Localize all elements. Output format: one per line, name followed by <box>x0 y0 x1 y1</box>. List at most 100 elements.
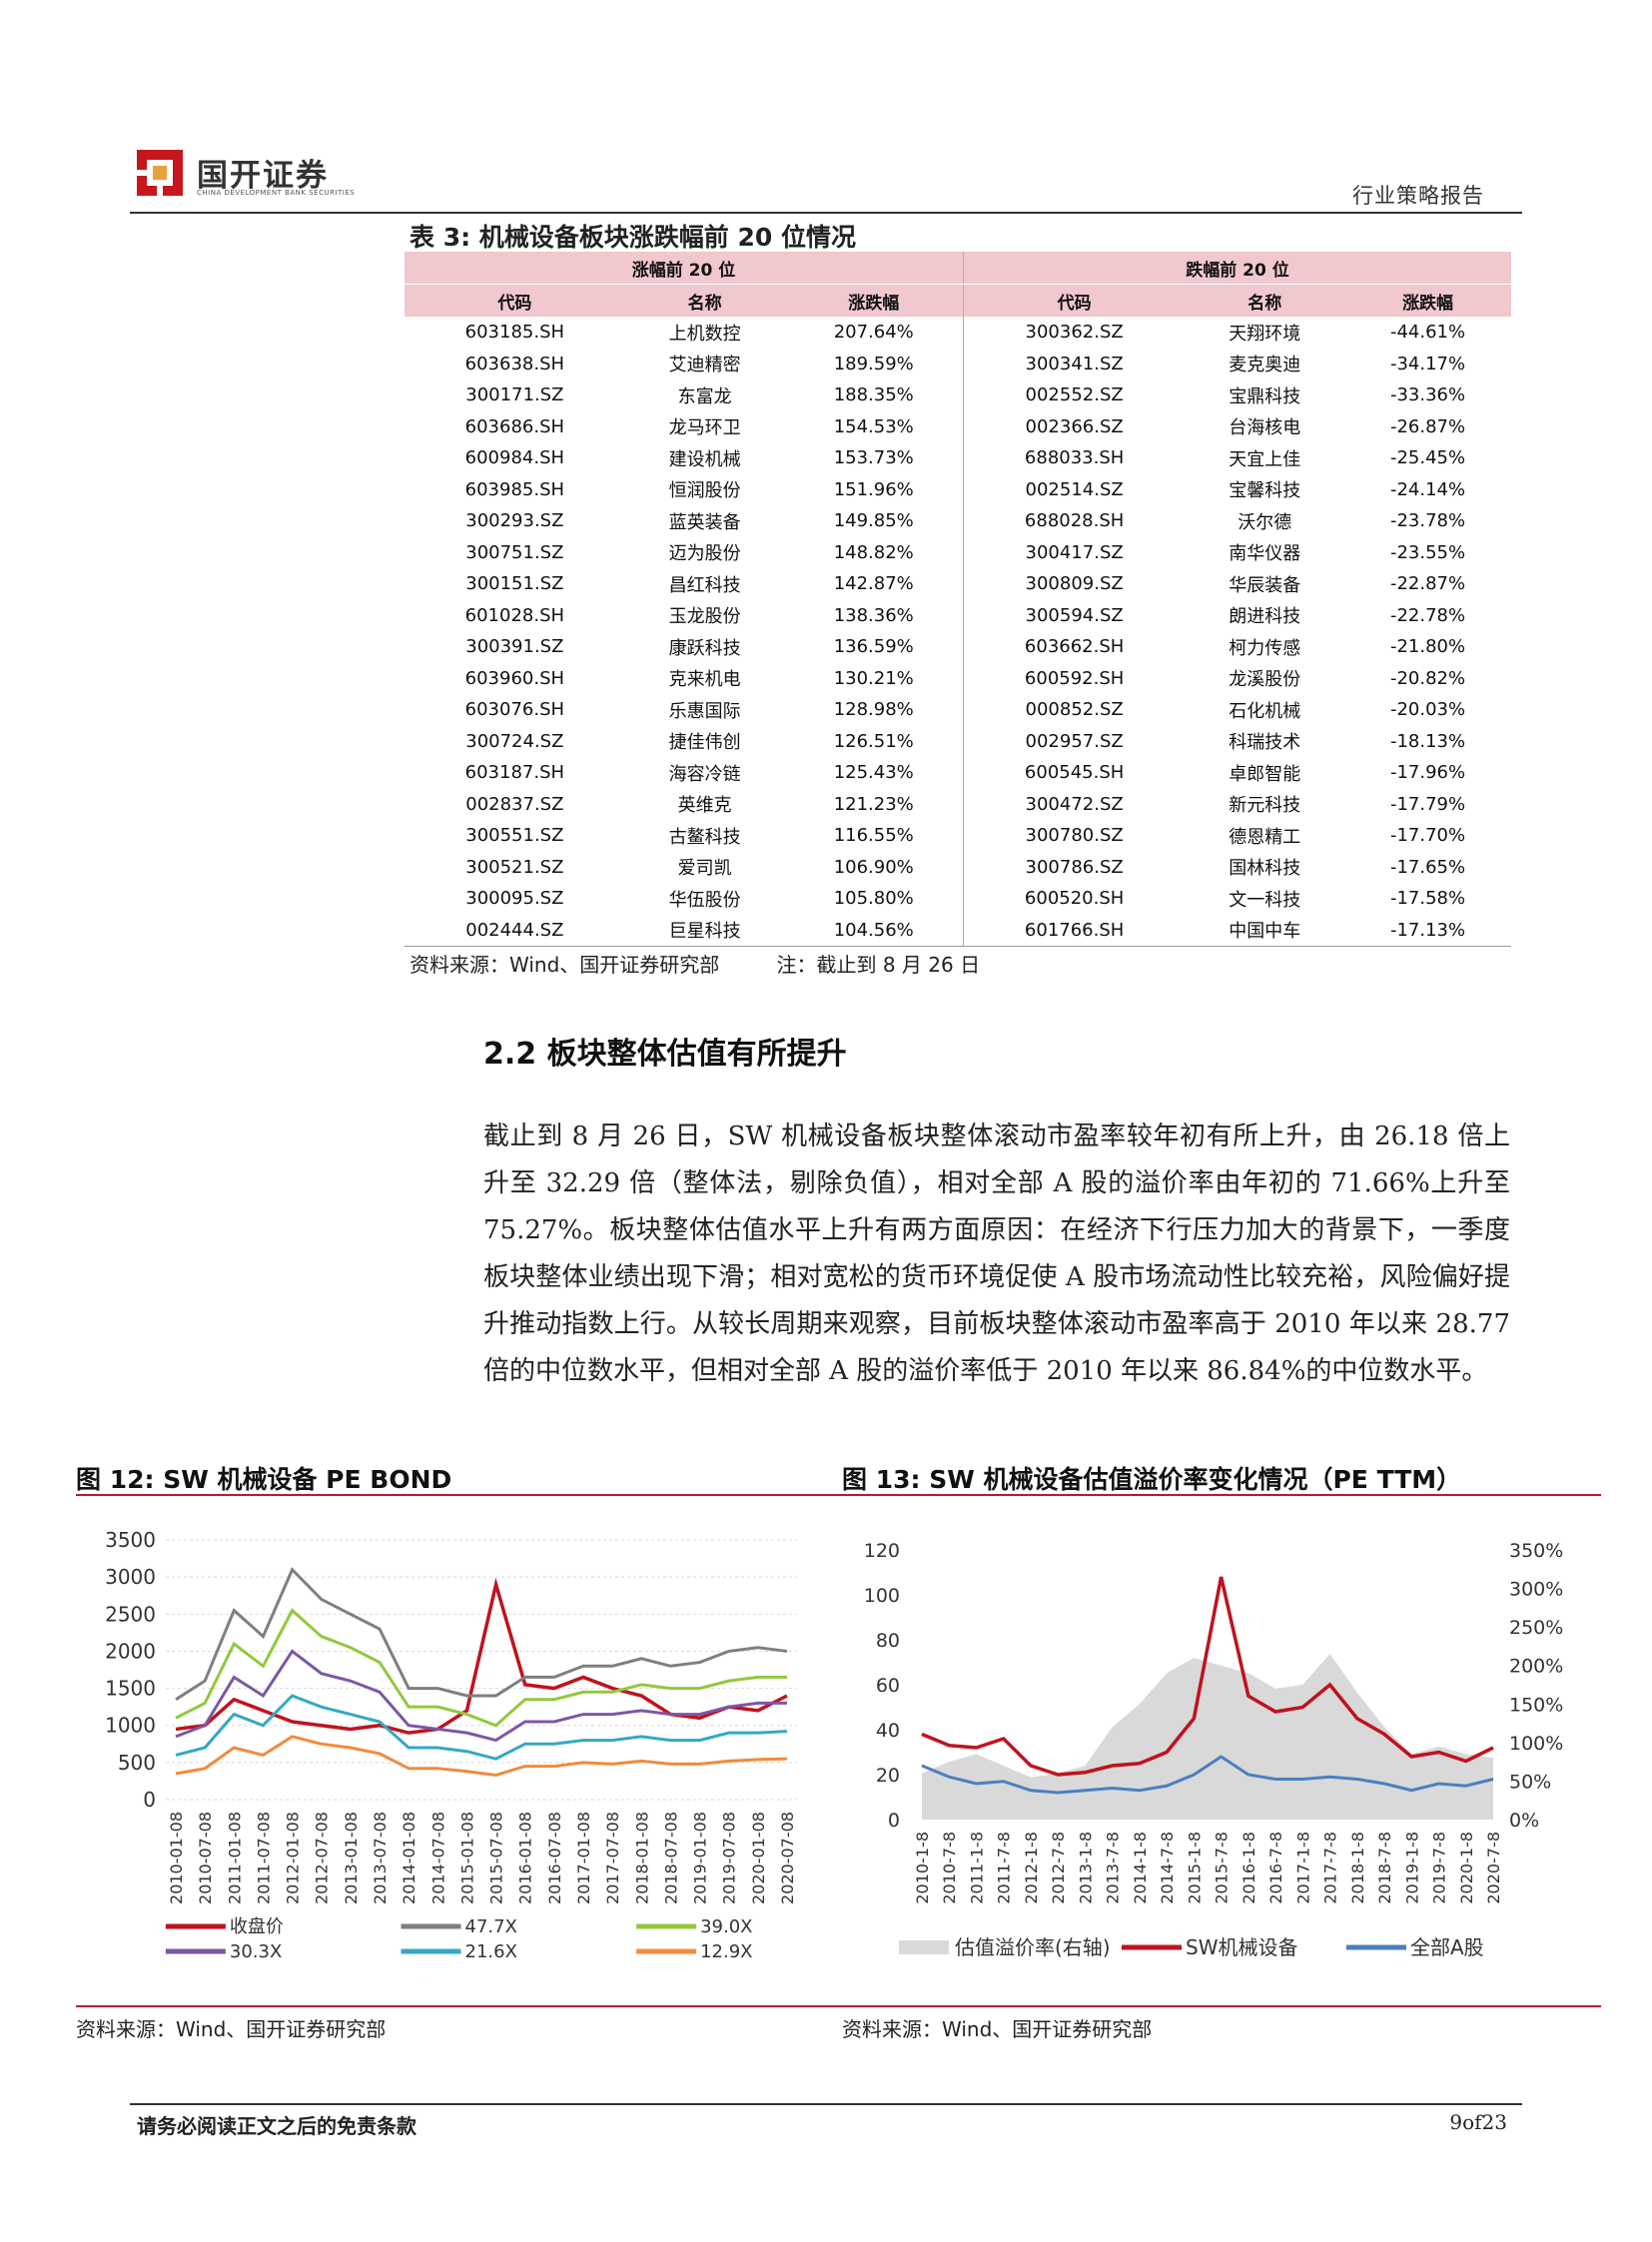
cell-rise-change: 151.96% <box>833 478 914 500</box>
y-tick-label: 0 <box>143 1788 156 1812</box>
cell-rise-change: 154.53% <box>833 415 914 437</box>
y-tick-label: 1000 <box>105 1714 156 1738</box>
x-tick-label: 2014-7-8 <box>1158 1832 1177 1904</box>
stock-change-table: 涨幅前 20 位 跌幅前 20 位 代码 名称 涨跌幅 代码 名称 涨跌幅 60… <box>405 252 1511 947</box>
table-row: 300751.SZ 迈为股份 148.82% 300417.SZ 南华仪器 -23.55% <box>405 536 1511 568</box>
cell-rise-change: 125.43% <box>833 762 914 784</box>
cell-rise-code: 600984.SH <box>464 447 565 469</box>
x-tick-label: 2014-01-08 <box>400 1812 418 1904</box>
cell-fall-name: 朗进科技 <box>1229 606 1301 628</box>
header-divider <box>130 212 1522 214</box>
table-row: 601028.SH 玉龙股份 138.36% 300594.SZ 朗进科技 -22.78% <box>405 599 1511 631</box>
series-line <box>921 1576 1494 1777</box>
col-header-code: 代码 <box>405 284 625 317</box>
cell-fall-name: 天翔环境 <box>1229 323 1301 345</box>
page-number: 9of23 <box>1449 2110 1507 2134</box>
x-tick-label: 2017-01-08 <box>574 1812 593 1904</box>
y2-tick-label: 0% <box>1509 1810 1539 1832</box>
cell-rise-code: 300151.SZ <box>465 573 564 595</box>
group-header-fall: 跌幅前 20 位 <box>962 252 1511 285</box>
col-header-change: 涨跌幅 <box>784 284 964 317</box>
cell-fall-code: 002552.SZ <box>962 379 1186 411</box>
table-row: 300095.SZ 华伍股份 105.80% 600520.SH 文一科技 -17.58% <box>405 883 1511 915</box>
cell-rise-code: 603185.SH <box>464 322 565 344</box>
y-tick-label: 20 <box>876 1765 900 1787</box>
series-line <box>175 1608 787 1728</box>
x-tick-label: 2013-1-8 <box>1076 1832 1095 1904</box>
cell-fall-name: 宝鼎科技 <box>1229 385 1301 407</box>
x-tick-label: 2015-01-08 <box>457 1812 476 1904</box>
cell-rise-change: 153.73% <box>833 447 914 469</box>
x-tick-label: 2013-7-8 <box>1104 1832 1123 1904</box>
cell-fall-name: 台海核电 <box>1229 417 1301 439</box>
cell-rise-change: 105.80% <box>833 888 914 910</box>
cell-rise-name: 东富龙 <box>677 385 732 407</box>
x-tick-label: 2017-1-8 <box>1293 1832 1312 1904</box>
cell-fall-change: -24.14% <box>1389 478 1466 500</box>
series-line <box>175 1577 788 1735</box>
cell-fall-change: -17.79% <box>1389 793 1466 815</box>
y-tick-label: 2500 <box>105 1602 156 1626</box>
table-source-note: 资料来源：Wind、国开证券研究部 注：截止到 8 月 26 日 <box>410 953 981 977</box>
cell-rise-name: 古鳌科技 <box>668 826 741 848</box>
y2-tick-label: 250% <box>1509 1617 1563 1639</box>
cell-fall-change: -23.55% <box>1389 541 1466 563</box>
legend-label: 收盘价 <box>230 1916 284 1937</box>
table-row: 300391.SZ 康跃科技 136.59% 603662.SH 柯力传感 -21.80% <box>405 631 1511 663</box>
valuation-premium-chart: 0 20 40 60 80 100 120 0% 50% 100% 150% 200% 250% 300%… <box>864 1540 1564 1959</box>
cell-fall-code: 600520.SH <box>962 883 1186 915</box>
footer-divider <box>130 2103 1522 2105</box>
x-tick-label: 2019-1-8 <box>1402 1832 1421 1904</box>
cell-fall-name: 新元科技 <box>1229 795 1301 817</box>
x-tick-label: 2010-07-08 <box>196 1812 215 1904</box>
x-tick-label: 2010-01-08 <box>167 1812 186 1904</box>
cell-fall-name: 柯力传感 <box>1229 637 1301 659</box>
x-tick-label: 2016-07-08 <box>545 1812 564 1904</box>
cell-rise-code: 603638.SH <box>464 353 565 374</box>
cell-fall-name: 华辰装备 <box>1229 574 1301 596</box>
y2-tick-label: 350% <box>1509 1540 1563 1562</box>
cell-fall-name: 南华仪器 <box>1229 543 1301 565</box>
cell-fall-change: -22.78% <box>1389 604 1466 626</box>
cell-fall-code: 600545.SH <box>962 757 1186 789</box>
cell-rise-name: 巨星科技 <box>624 914 785 947</box>
cell-rise-name: 恒润股份 <box>668 480 741 502</box>
cell-fall-change: -17.65% <box>1389 856 1466 878</box>
company-logo: 国开证券 CHINA DEVELOPMENT BANK SECURITIES <box>137 150 356 202</box>
cell-rise-name: 康跃科技 <box>668 637 741 659</box>
cell-fall-change: -22.87% <box>1389 573 1466 595</box>
legend-label: 估值溢价率(右轴) <box>955 1935 1111 1959</box>
cell-rise-change: 126.51% <box>833 730 914 752</box>
table-row: 300171.SZ 东富龙 188.35% 002552.SZ 宝鼎科技 -33.36% <box>405 379 1511 411</box>
figure-bottom-divider <box>76 2005 1601 2007</box>
cell-rise-code: 002837.SZ <box>465 793 564 815</box>
y-tick-label: 3000 <box>105 1565 156 1589</box>
cell-fall-code: 688033.SH <box>962 442 1186 474</box>
legend-label: SW机械设备 <box>1186 1935 1297 1959</box>
cell-fall-code: 300472.SZ <box>962 788 1186 820</box>
series-line <box>921 1755 1494 1795</box>
x-tick-label: 2010-7-8 <box>940 1832 959 1904</box>
table-caption: 表 3: 机械设备板块涨跌幅前 20 位情况 <box>410 223 856 252</box>
table-row: 300151.SZ 昌红科技 142.87% 300809.SZ 华辰装备 -22.87% <box>405 568 1511 600</box>
cell-rise-name: 上机数控 <box>668 323 741 345</box>
cell-rise-name: 爱司凯 <box>677 858 732 880</box>
cell-fall-change: -26.87% <box>1389 415 1466 437</box>
cell-rise-change: 189.59% <box>833 353 914 374</box>
table-row: 002444.SZ 巨星科技 104.56% 601766.SH 中国中车 -17.13% <box>405 914 1511 947</box>
cell-rise-name: 玉龙股份 <box>668 606 741 628</box>
cell-fall-code: 300417.SZ <box>962 536 1186 568</box>
figure-13-title: 图 13: SW 机械设备估值溢价率变化情况（PE TTM） <box>842 1465 1462 1494</box>
cell-fall-name: 天宜上佳 <box>1229 448 1301 470</box>
cell-rise-name: 华伍股份 <box>668 889 741 911</box>
logo-subtitle: CHINA DEVELOPMENT BANK SECURITIES <box>197 189 356 197</box>
cell-rise-name: 蓝英装备 <box>668 511 741 533</box>
cell-fall-change: -34.17% <box>1389 353 1466 374</box>
cell-fall-change: -17.58% <box>1389 888 1466 910</box>
x-tick-label: 2017-07-08 <box>603 1812 622 1904</box>
cell-fall-name: 石化机械 <box>1229 700 1301 722</box>
legend-label: 12.9X <box>700 1941 752 1962</box>
y2-tick-label: 200% <box>1509 1656 1563 1678</box>
footer-disclaimer: 请务必阅读正文之后的免责条款 <box>137 2114 416 2138</box>
cell-rise-change: 138.36% <box>833 604 914 626</box>
